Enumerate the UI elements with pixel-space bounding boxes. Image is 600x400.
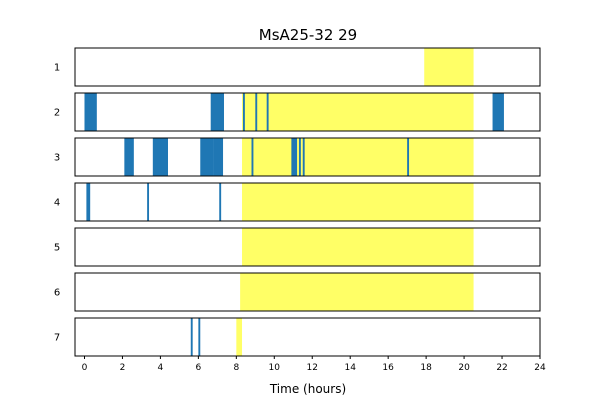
event-bar <box>124 138 134 176</box>
event-bar <box>407 138 410 176</box>
x-tick-label: 0 <box>82 363 88 373</box>
row-label: 4 <box>54 198 60 209</box>
row-frame <box>74 227 541 267</box>
row-frame <box>74 47 541 87</box>
highlight-band <box>242 228 474 266</box>
event-bar <box>147 183 150 221</box>
row-frame <box>74 137 541 177</box>
x-tick-label: 20 <box>458 363 470 373</box>
event-bar <box>302 138 305 176</box>
row-label: 5 <box>54 243 60 254</box>
x-tick-label: 18 <box>420 363 432 373</box>
event-bar <box>492 93 504 131</box>
event-bar <box>266 93 269 131</box>
row-panel-1: 1 <box>54 47 541 87</box>
event-bar <box>152 138 168 176</box>
row-label: 2 <box>54 108 60 119</box>
row-frame <box>74 317 541 357</box>
row-panel-4: 4 <box>54 182 541 222</box>
row-frame <box>74 182 541 222</box>
event-bar <box>242 93 245 131</box>
x-axis-label: Time (hours) <box>269 382 346 396</box>
x-axis-ticks: 0 2 4 6 8 10 12 14 16 18 20 22 24 <box>82 356 546 373</box>
highlight-band <box>236 318 243 356</box>
x-tick-label: 6 <box>196 363 202 373</box>
chart-rows: 1 2 3 4 5 6 7 <box>54 47 541 357</box>
event-bar <box>84 93 97 131</box>
event-bar <box>251 138 254 176</box>
row-frame <box>74 272 541 312</box>
x-tick-label: 24 <box>534 363 546 373</box>
row-panel-5: 5 <box>54 227 541 267</box>
row-panel-3: 3 <box>54 137 541 177</box>
event-bar <box>210 93 224 131</box>
row-label: 3 <box>54 153 60 164</box>
x-tick-label: 4 <box>158 363 164 373</box>
event-bar <box>190 318 193 356</box>
row-label: 1 <box>54 63 60 74</box>
event-bar <box>291 138 298 176</box>
row-label: 7 <box>54 333 60 344</box>
highlight-band <box>242 138 474 176</box>
row-panel-7: 7 <box>54 317 541 357</box>
x-tick-label: 14 <box>344 363 356 373</box>
x-tick-label: 8 <box>233 363 239 373</box>
event-bar <box>198 318 201 356</box>
event-bar <box>86 183 91 221</box>
event-bar <box>200 138 214 176</box>
x-tick-label: 16 <box>382 363 394 373</box>
x-tick-label: 2 <box>120 363 126 373</box>
x-tick-label: 12 <box>307 363 318 373</box>
row-panel-6: 6 <box>54 272 541 312</box>
row-panel-2: 2 <box>54 92 541 132</box>
event-bar <box>298 138 301 176</box>
event-bar <box>213 138 224 176</box>
row-frame <box>74 92 541 132</box>
x-tick-label: 10 <box>269 363 281 373</box>
highlight-band <box>242 93 474 131</box>
chart-title: MsA25-32 29 <box>259 26 357 44</box>
highlight-band <box>424 48 474 86</box>
row-label: 6 <box>54 288 60 299</box>
event-bar <box>255 93 258 131</box>
event-bar <box>219 183 222 221</box>
highlight-band <box>242 183 474 221</box>
x-tick-label: 22 <box>496 363 507 373</box>
highlight-band <box>240 273 474 311</box>
